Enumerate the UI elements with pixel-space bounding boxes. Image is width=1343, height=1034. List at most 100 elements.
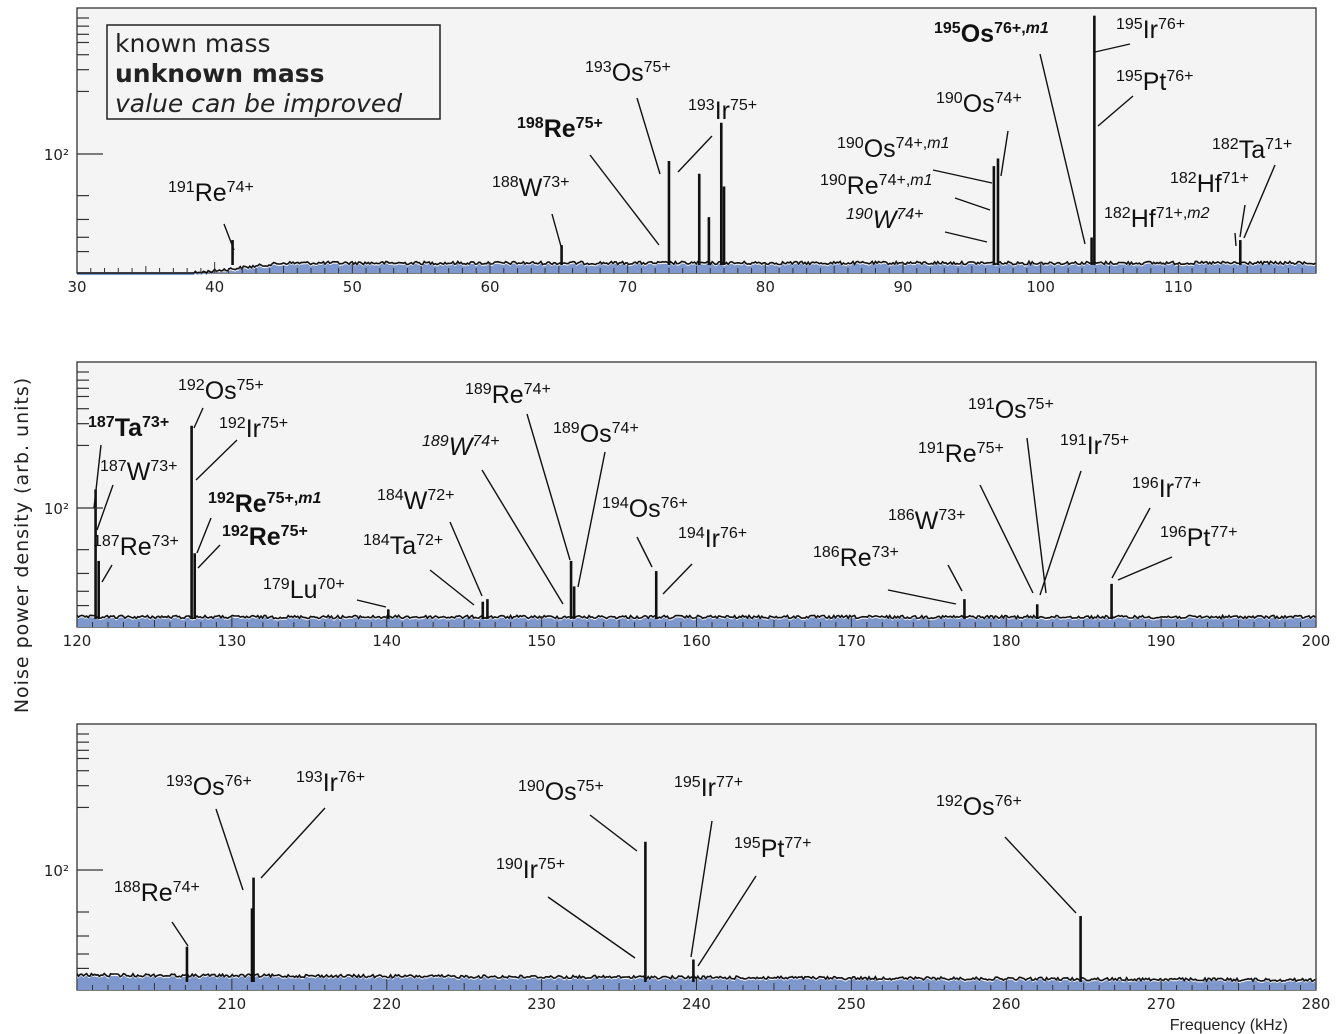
leader-line	[932, 169, 993, 184]
leader-line	[677, 135, 713, 173]
leader-line	[260, 807, 326, 879]
x-tick-label: 210	[218, 995, 247, 1013]
ion-label-w-188: 188W73+	[492, 174, 569, 202]
leader-line	[887, 589, 957, 605]
ion-label-w-187: 187W73+	[100, 458, 177, 486]
ion-label-re-192: 192Re75+	[222, 523, 308, 551]
leader-line	[1111, 507, 1151, 579]
leader-line	[429, 569, 475, 606]
ion-label-os-190: 190Os75+	[518, 778, 604, 806]
leader-line	[944, 231, 988, 243]
leader-line	[101, 564, 113, 583]
y-axis-label: Noise power density (arb. units)	[11, 377, 33, 713]
y-axis-ticks	[77, 371, 103, 607]
x-tick-label: 150	[527, 632, 556, 650]
ion-label-re-191: 191Re74+	[168, 179, 254, 207]
leader-line	[195, 439, 238, 481]
leader-line	[1234, 232, 1237, 247]
ion-label-ir-195: 195Ir76+	[1116, 16, 1185, 44]
ion-label-w-189: 189W74+	[422, 433, 499, 461]
leader-line	[197, 544, 221, 569]
leader-line	[577, 451, 606, 588]
ion-label-os-193: 193Os76+	[166, 773, 252, 801]
ion-label-os-195: 195Os76+,m1	[934, 20, 1049, 48]
plot-area	[76, 723, 1317, 991]
y-axis-ticks	[77, 733, 103, 970]
ion-label-os-189: 189Os74+	[553, 420, 639, 448]
y-tick-label: 10²	[44, 862, 69, 880]
panel-2: 10² 120 130 140 150 160 170 180 190 200 187Ta73+ 19…	[44, 361, 1331, 650]
ion-label-w-184: 184W72+	[377, 487, 454, 515]
ion-label-lu-179: 179Lu70+	[263, 576, 345, 604]
ion-label-os-192: 192Os75+	[178, 377, 264, 405]
leader-line	[96, 484, 114, 531]
noise-trace	[77, 259, 1316, 275]
leader-line	[196, 517, 212, 554]
x-tick-label: 200	[1302, 632, 1331, 650]
leader-line	[551, 213, 563, 251]
leader-line	[1097, 95, 1134, 127]
ion-label-re-191: 191Re75+	[918, 440, 1004, 468]
ion-label-re-198: 198Re75+	[517, 115, 603, 143]
leader-line	[1000, 130, 1009, 177]
x-tick-label: 60	[480, 278, 499, 296]
leader-line	[1239, 204, 1246, 238]
leader-line	[979, 484, 1034, 594]
x-tick-label: 170	[837, 632, 866, 650]
y-tick-label: 10²	[44, 146, 69, 164]
ion-label-os-190: 190Os74+	[936, 90, 1022, 118]
legend-entry-improvable: value can be improved	[115, 89, 402, 118]
ion-label-re-188: 188Re74+	[114, 879, 200, 907]
y-tick-label: 10²	[44, 500, 69, 518]
leader-line	[356, 599, 387, 608]
ion-label-re-187: 187Re73+	[93, 533, 179, 561]
ion-label-re-186: 186Re73+	[813, 544, 899, 572]
x-tick-label: 280	[1302, 995, 1331, 1013]
leader-line	[223, 223, 235, 251]
x-tick-label: 110	[1164, 278, 1193, 296]
ion-label-os-191: 191Os75+	[968, 396, 1054, 424]
x-tick-label: 130	[218, 632, 247, 650]
ion-label-ir-190: 190Ir75+	[496, 856, 565, 884]
ion-label-ir-191: 191Ir75+	[1060, 432, 1129, 460]
leader-line	[1094, 43, 1131, 53]
ion-label-ir-196: 196Ir77+	[1132, 475, 1201, 503]
ion-label-re-189: 189Re74+	[465, 381, 551, 409]
leader-line	[1004, 836, 1077, 914]
ion-label-ir-193: 193Ir76+	[296, 769, 365, 797]
ion-label-ta-187: 187Ta73+	[88, 414, 169, 442]
leader-line	[547, 896, 636, 959]
leader-line	[449, 521, 483, 597]
x-tick-label: 250	[837, 995, 866, 1013]
legend: known mass unknown mass value can be imp…	[106, 24, 441, 120]
leader-line	[215, 808, 244, 891]
leader-line	[690, 820, 713, 958]
x-tick-label: 80	[756, 278, 775, 296]
x-tick-label: 90	[893, 278, 912, 296]
x-tick-label: 100	[1026, 278, 1055, 296]
leader-line	[697, 875, 757, 967]
legend-box	[106, 24, 441, 120]
x-tick-label: 50	[343, 278, 362, 296]
leader-line	[1026, 437, 1047, 594]
ion-label-pt-196: 196Pt77+	[1160, 524, 1237, 552]
x-tick-label: 270	[1147, 995, 1176, 1013]
x-tick-label: 40	[205, 278, 224, 296]
leader-line	[193, 407, 204, 429]
x-tick-label: 190	[1147, 632, 1176, 650]
ion-label-os-194: 194Os76+	[602, 495, 688, 523]
panel-3: 10² 210 220 230 240 250 260 270 280 188Re74+ 193Os…	[44, 723, 1331, 1013]
leader-line	[526, 413, 571, 561]
ion-label-os-192: 192Os76+	[936, 793, 1022, 821]
leader-line	[1243, 164, 1276, 239]
y-axis-ticks	[77, 17, 103, 253]
ion-label-pt-195: 195Pt77+	[734, 835, 811, 863]
noise-trace	[76, 972, 1316, 983]
ion-label-ta-182: 182Ta71+	[1212, 136, 1292, 164]
ion-label-re-190: 190Re74+,m1	[820, 172, 933, 200]
leader-line	[171, 921, 189, 947]
x-tick-label: 160	[682, 632, 711, 650]
ion-label-ir-192: 192Ir75+	[219, 415, 288, 443]
leader-line	[636, 97, 661, 175]
